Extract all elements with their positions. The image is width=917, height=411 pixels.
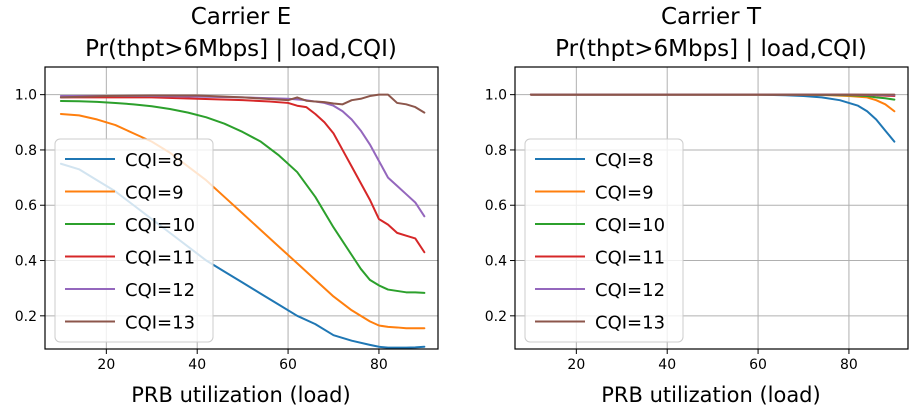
x-tick-label: 60 bbox=[749, 357, 767, 373]
legend-entry: CQI=10 bbox=[65, 215, 195, 236]
x-axis-label: PRB utilization (load) bbox=[131, 383, 350, 407]
series-line-cqi-9 bbox=[529, 93, 896, 113]
legend-entry: CQI=10 bbox=[535, 215, 665, 236]
legend-entry: CQI=8 bbox=[535, 150, 654, 171]
y-tick-label: 0.2 bbox=[15, 309, 37, 325]
legend-entry: CQI=13 bbox=[535, 313, 665, 334]
x-tick-label: 40 bbox=[658, 357, 676, 373]
series-line-cqi-13 bbox=[59, 93, 426, 114]
x-tick-label: 20 bbox=[567, 357, 585, 373]
legend-label: CQI=13 bbox=[125, 313, 195, 334]
legend-box bbox=[54, 138, 214, 343]
legend: CQI=8 CQI=9 CQI=10 CQI=11 CQI=12 CQI=13 bbox=[524, 138, 684, 343]
y-tick-label: 0.6 bbox=[485, 198, 507, 214]
x-tick-label: 80 bbox=[370, 357, 388, 373]
x-tick-label: 40 bbox=[188, 357, 206, 373]
y-tick-label: 0.4 bbox=[485, 254, 507, 270]
legend-entry: CQI=13 bbox=[65, 313, 195, 334]
chart-title-line2: Pr(thpt>6Mbps] | load,CQI) bbox=[555, 36, 867, 62]
axis-ticks: 20 40 60 80 0.2 0.4 0.6 0.8 1.0 bbox=[485, 88, 858, 373]
legend-label: CQI=10 bbox=[125, 215, 195, 236]
legend-entry: CQI=11 bbox=[535, 248, 665, 269]
y-tick-label: 0.8 bbox=[15, 143, 37, 159]
legend-label: CQI=12 bbox=[595, 280, 665, 301]
legend-box bbox=[524, 138, 684, 343]
legend-label: CQI=9 bbox=[125, 183, 184, 204]
axes-frame bbox=[514, 66, 909, 350]
y-tick-label: 0.8 bbox=[485, 143, 507, 159]
legend-entry: CQI=11 bbox=[65, 248, 195, 269]
x-axis-label: PRB utilization (load) bbox=[601, 383, 820, 407]
chart-title-line1: Carrier T bbox=[661, 4, 762, 30]
series-line-cqi-10 bbox=[59, 100, 426, 294]
chart-title-line1: Carrier E bbox=[191, 4, 292, 30]
legend-label: CQI=12 bbox=[125, 280, 195, 301]
series-line-cqi-8 bbox=[529, 93, 896, 143]
legend-label: CQI=8 bbox=[125, 150, 184, 171]
legend-entry: CQI=9 bbox=[535, 183, 654, 204]
y-tick-label: 0.6 bbox=[15, 198, 37, 214]
legend-label: CQI=11 bbox=[125, 248, 195, 269]
legend-label: CQI=8 bbox=[595, 150, 654, 171]
legend-entry: CQI=9 bbox=[65, 183, 184, 204]
axes-frame bbox=[44, 66, 439, 350]
y-tick-label: 0.4 bbox=[15, 254, 37, 270]
legend-entry: CQI=12 bbox=[535, 280, 665, 301]
chart-title-line2: Pr(thpt>6Mbps] | load,CQI) bbox=[85, 36, 397, 62]
series-lines bbox=[529, 93, 896, 143]
legend-label: CQI=10 bbox=[595, 215, 665, 236]
chart-carrier-e: Carrier E Pr(thpt>6Mbps] | load,CQI) 20 4… bbox=[15, 4, 439, 407]
legend-label: CQI=13 bbox=[595, 313, 665, 334]
y-tick-label: 1.0 bbox=[485, 88, 507, 104]
series-line-cqi-9 bbox=[59, 113, 426, 330]
legend: CQI=8 CQI=9 CQI=10 CQI=11 CQI=12 CQI=13 bbox=[54, 138, 214, 343]
y-tick-label: 0.2 bbox=[485, 309, 507, 325]
axis-ticks: 20 40 60 80 0.2 0.4 0.6 0.8 1.0 bbox=[15, 88, 388, 373]
series-line-cqi-11 bbox=[59, 96, 426, 254]
legend-entry: CQI=12 bbox=[65, 280, 195, 301]
x-tick-label: 60 bbox=[279, 357, 297, 373]
legend-label: CQI=9 bbox=[595, 183, 654, 204]
x-tick-label: 20 bbox=[97, 357, 115, 373]
legend-entry: CQI=8 bbox=[65, 150, 184, 171]
chart-carrier-t: Carrier T Pr(thpt>6Mbps] | load,CQI) 20 4… bbox=[485, 4, 909, 407]
legend-label: CQI=11 bbox=[595, 248, 665, 269]
series-lines bbox=[59, 93, 426, 349]
x-tick-label: 80 bbox=[840, 357, 858, 373]
y-tick-label: 1.0 bbox=[15, 88, 37, 104]
